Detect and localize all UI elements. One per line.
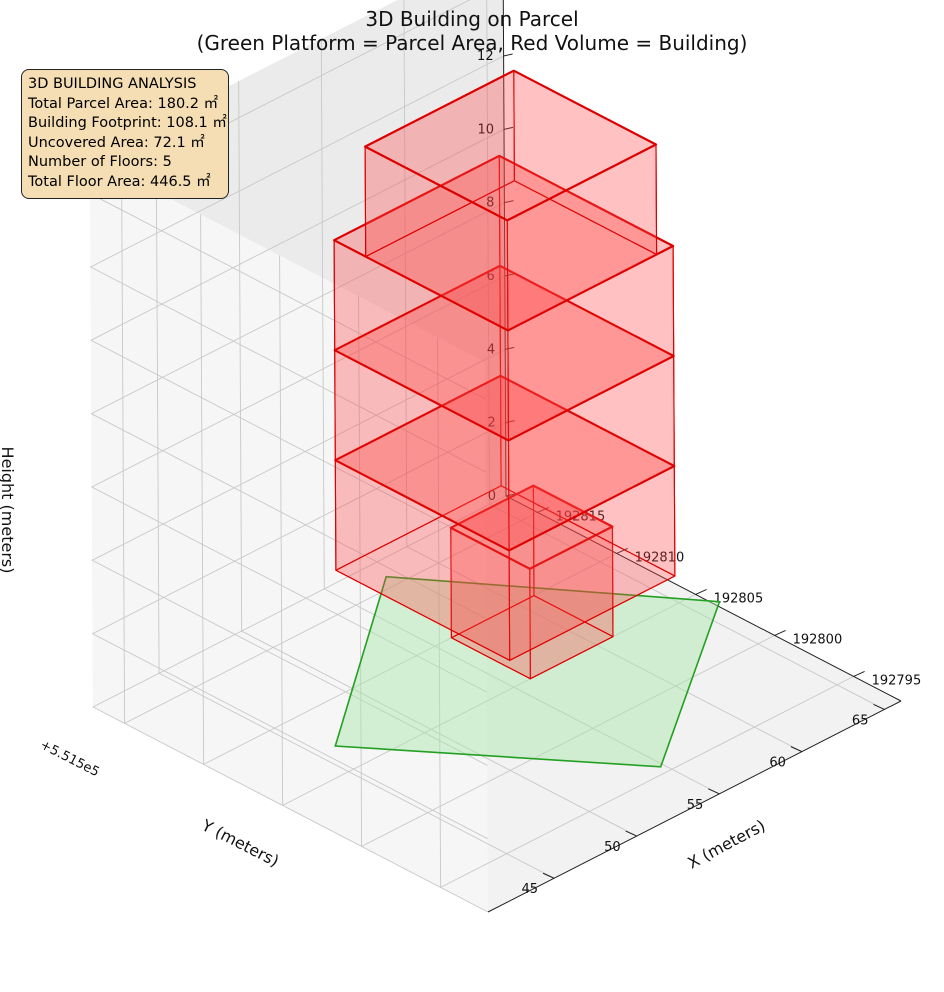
z-tick-label: 2 [487,416,495,431]
gridline-x [361,634,775,847]
gridline-y [403,0,408,547]
x-tick-label: 192805 [714,591,764,606]
gridline-z [90,202,505,620]
x-tick-label: 192795 [872,673,922,688]
gridline-z [91,348,506,766]
floor-top-edge [449,484,614,570]
floor-face [365,180,658,331]
analysis-annotation-box: 3D BUILDING ANALYSIS Total Parcel Area: … [21,69,229,199]
z-tick [505,493,516,497]
z-tick-label: 6 [487,269,495,284]
z-axis-line [502,0,507,497]
floor-5 [364,69,658,331]
gridline-z [90,128,505,546]
z-tick-label: 4 [487,342,495,357]
floor-face [334,375,675,551]
annotation-line: Uncovered Area: 72.1 ㎡ [28,134,205,151]
y-tick-label: 65 [852,713,869,728]
annotation-line: Total Parcel Area: 180.2 ㎡ [28,95,219,112]
x-axis-line [505,495,902,702]
z-tick [503,126,514,130]
z-tick [505,346,515,350]
gridline-y [155,123,160,674]
z-tick [503,53,513,57]
gridline-x [440,675,854,888]
gridline-y [486,0,490,505]
y-tick [873,703,885,710]
gridline-y [241,630,637,837]
floor-4 [333,154,675,441]
gridline-z [91,422,506,840]
chart-title: 3D Building on Parcel (Green Platform = … [197,7,748,55]
y-tick-label: 60 [769,756,786,771]
z-tick-label: 12 [477,49,494,64]
floor-face [335,485,676,661]
title-line-1: 3D Building on Parcel [365,7,578,31]
parcel-polygon [334,575,721,768]
floor-face [334,265,675,441]
floor-face [450,595,614,680]
x-tick [853,670,865,677]
y-tick [542,872,555,879]
z-tick [505,420,515,424]
x-axis-label: X (meters) [684,816,768,873]
z-tick-label: 8 [486,196,494,211]
right-wall-pane [90,157,488,912]
gridline-z [89,55,504,473]
annotation-line: 3D BUILDING ANALYSIS [28,76,197,92]
floor-top-edge [364,69,658,222]
gridline-x [437,337,442,888]
y-tick [790,746,803,753]
building-volume [333,69,676,680]
gridline-x [279,255,284,806]
gridline-x [124,511,538,724]
x-tick [695,588,707,595]
parcel-platform [334,575,721,768]
y-tick [708,788,720,795]
gridline-x [282,593,696,806]
gridline-x [358,296,363,847]
x-tick [774,629,786,636]
y-axis-line [487,700,902,913]
z-tick-label: 10 [477,122,494,137]
y-tick-label: 45 [522,882,539,897]
gridline-y [158,672,555,879]
gridline-y [320,38,325,589]
gridline-x [121,173,126,724]
x-tick [537,506,549,513]
x-tick-label: 192800 [793,632,843,647]
y-tick [625,830,637,837]
gridline-y [406,546,803,753]
gridline-x [200,214,205,765]
y-tick-label: 50 [604,840,621,855]
y-tick-label: 55 [687,798,704,813]
gridline-z [92,495,507,913]
z-tick [504,273,514,277]
z-tick-label: 0 [488,489,496,504]
title-line-2: (Green Platform = Parcel Area, Red Volum… [197,31,748,55]
floor-2 [334,374,676,661]
gridline-y [324,588,720,795]
z-axis-label: Height (meters) [0,447,17,574]
z-tick [504,200,514,204]
gridline-y [489,504,885,710]
gridline-z [90,275,506,693]
floor-1 [449,484,614,680]
gridline-y [238,81,243,632]
annotation-line: Building Footprint: 108.1 ㎡ [28,115,227,131]
x-tick [616,547,628,554]
annotation-line: Total Floor Area: 446.5 ㎡ [28,173,211,190]
y-offset-label: +5.515e5 [37,738,101,781]
y-axis-label: Y (meters) [198,815,282,870]
annotation-line: Number of Floors: 5 [28,154,172,170]
